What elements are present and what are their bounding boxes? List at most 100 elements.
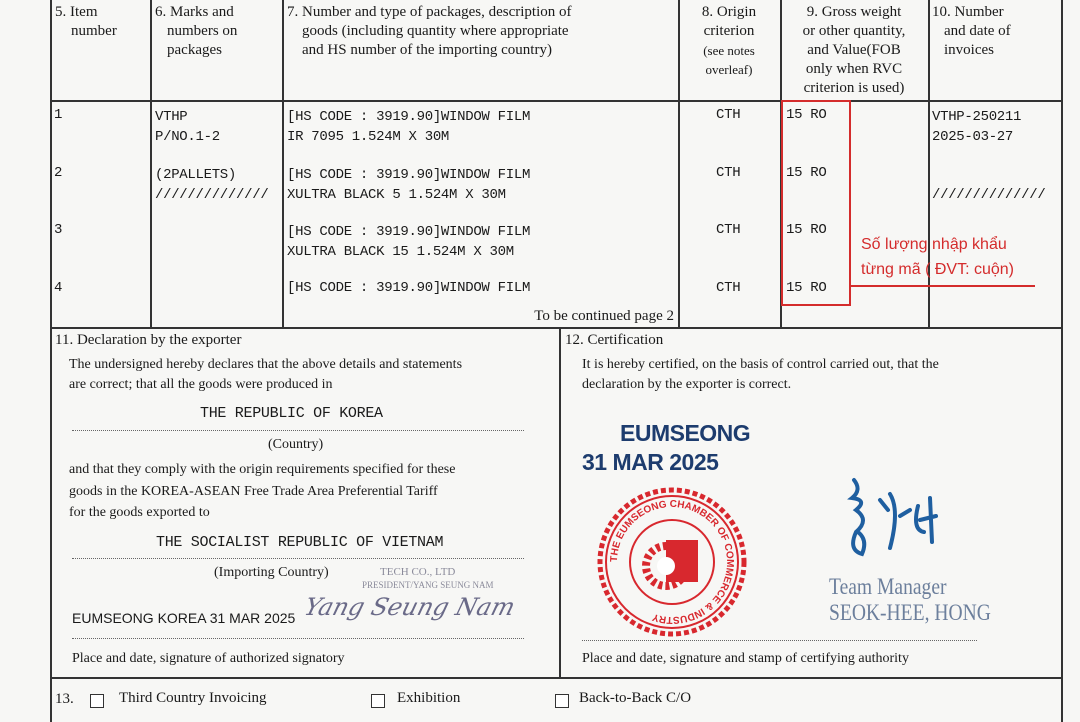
certifier-signature bbox=[847, 478, 938, 557]
third-country-label: Third Country Invoicing bbox=[119, 690, 267, 706]
place-date: EUMSEONG KOREA 31 MAR 2025 bbox=[72, 610, 296, 626]
country-label: (Country) bbox=[268, 437, 324, 452]
invoice-line bbox=[932, 165, 1045, 185]
header-line: numbers on bbox=[167, 23, 238, 39]
certification-text: It is hereby certified, on the basis of … bbox=[582, 355, 939, 395]
header-line: 5. Item bbox=[55, 4, 98, 20]
stamp-date: 31 MAR 2025 bbox=[582, 449, 719, 475]
header-weight: 9. Gross weight or other quantity, and Val… bbox=[784, 3, 924, 98]
divider bbox=[50, 327, 1062, 329]
header-line: packages bbox=[167, 42, 222, 58]
certification-title: 12. Certification bbox=[565, 332, 664, 348]
header-line: (see notes bbox=[703, 43, 755, 58]
marks: (2PALLETS) ////////////// bbox=[155, 165, 269, 205]
item-number: 2 bbox=[54, 165, 63, 181]
text-line: are correct; that all the goods were pro… bbox=[69, 377, 333, 392]
declaration-footer: Place and date, signature of authorized … bbox=[72, 651, 345, 666]
dotted-line bbox=[72, 430, 524, 431]
annotation-underline bbox=[851, 285, 1035, 287]
importing-country-label: (Importing Country) bbox=[214, 565, 329, 580]
header-invoice: 10. Number and date of invoices bbox=[932, 3, 1011, 60]
declaration-text: The undersigned hereby declares that the… bbox=[69, 355, 462, 395]
header-line: 10. Number bbox=[932, 4, 1004, 20]
marks-line: ////////////// bbox=[155, 187, 269, 203]
desc-line: XULTRA BLACK 15 1.524M X 30M bbox=[287, 244, 514, 260]
origin-criterion: CTH bbox=[716, 107, 741, 123]
certification-footer: Place and date, signature and stamp of c… bbox=[582, 651, 909, 666]
annotation-line: Số lượng nhập khẩu bbox=[861, 236, 1007, 253]
third-country-checkbox[interactable] bbox=[90, 694, 104, 708]
divider bbox=[780, 0, 782, 328]
divider bbox=[928, 0, 930, 328]
desc-line: IR 7095 1.524M X 30M bbox=[287, 129, 450, 145]
divider bbox=[50, 100, 1062, 102]
dotted-line bbox=[72, 638, 524, 639]
description: [HS CODE : 3919.90]WINDOW FILM XULTRA BLA… bbox=[287, 222, 530, 262]
annotation-note: Số lượng nhập khẩu từng mã ( ĐVT: cuộn) bbox=[861, 232, 1014, 282]
header-line: and date of bbox=[944, 23, 1011, 39]
item-number: 1 bbox=[54, 107, 63, 123]
origin-criterion: CTH bbox=[716, 165, 741, 181]
header-line: 6. Marks and bbox=[155, 4, 234, 20]
header-origin: 8. Origin criterion (see notes overleaf) bbox=[682, 3, 776, 79]
chamber-seal: THE EUMSEONG CHAMBER OF COMMERCE & INDUS… bbox=[597, 487, 747, 637]
invoice-line: ////////////// bbox=[932, 187, 1046, 203]
desc-line: [HS CODE : 3919.90]WINDOW FILM bbox=[287, 224, 531, 240]
invoice: VTHP-250211 2025-03-27 bbox=[932, 107, 1021, 147]
continued-note: To be continued page 2 bbox=[534, 308, 674, 324]
exporter-signature: Yang Seung Nam bbox=[301, 593, 519, 621]
text-line: goods in the KOREA-ASEAN Free Trade Area… bbox=[69, 483, 438, 499]
border bbox=[1061, 0, 1063, 722]
item-number: 3 bbox=[54, 222, 63, 238]
signer-block: Team Manager SEOK-HEE, HONG bbox=[829, 574, 991, 626]
origin-criterion: CTH bbox=[716, 222, 741, 238]
border bbox=[50, 0, 52, 722]
invoice-line: VTHP-250211 bbox=[932, 109, 1022, 125]
divider bbox=[678, 0, 680, 328]
description: [HS CODE : 3919.90]WINDOW FILM IR 7095 1.… bbox=[287, 107, 530, 147]
description: [HS CODE : 3919.90]WINDOW FILM bbox=[287, 280, 531, 296]
signer-title: Team Manager bbox=[829, 574, 947, 599]
header-line: 9. Gross weight bbox=[806, 4, 902, 20]
invoice: ////////////// bbox=[932, 165, 1046, 205]
exhibition-checkbox[interactable] bbox=[371, 694, 385, 708]
declaration-title: 11. Declaration by the exporter bbox=[55, 332, 242, 348]
divider bbox=[282, 0, 284, 328]
quantity: 15 RO bbox=[786, 280, 827, 296]
header-line: criterion bbox=[703, 23, 755, 39]
desc-line: [HS CODE : 3919.90]WINDOW FILM bbox=[287, 109, 531, 125]
text-line: and that they comply with the origin req… bbox=[69, 462, 456, 477]
divider bbox=[50, 677, 1062, 679]
text-line: It is hereby certified, on the basis of … bbox=[582, 357, 939, 372]
text-line: for the goods exported to bbox=[69, 505, 210, 520]
header-item: 5. Item number bbox=[55, 3, 117, 41]
marks-line: VTHP bbox=[155, 109, 188, 125]
header-line: or other quantity, bbox=[802, 23, 906, 39]
header-description: 7. Number and type of packages, descript… bbox=[287, 3, 572, 60]
marks-line: (2PALLETS) bbox=[155, 167, 237, 183]
quantity: 15 RO bbox=[786, 222, 827, 238]
box13-label: 13. bbox=[55, 691, 74, 707]
signer-name: SEOK-HEE, HONG bbox=[829, 600, 991, 625]
invoice-line: 2025-03-27 bbox=[932, 129, 1014, 145]
origin-criterion: CTH bbox=[716, 280, 741, 296]
declaration-text: and that they comply with the origin req… bbox=[69, 459, 455, 524]
header-line: invoices bbox=[944, 42, 994, 58]
header-line: and HS number of the importing country) bbox=[302, 42, 552, 58]
header-line: and Value(FOB bbox=[807, 42, 901, 58]
stamp-line: PRESIDENT/YANG SEUNG NAM bbox=[362, 580, 494, 590]
desc-line: XULTRA BLACK 5 1.524M X 30M bbox=[287, 187, 506, 203]
highlight-box bbox=[781, 100, 851, 306]
importing-country: THE SOCIALIST REPUBLIC OF VIETNAM bbox=[156, 534, 444, 551]
text-line: declaration by the exporter is correct. bbox=[582, 377, 792, 392]
annotation-line: từng mã ( ĐVT: cuộn) bbox=[861, 261, 1014, 278]
header-line: criterion is used) bbox=[803, 80, 905, 96]
dotted-line bbox=[582, 640, 977, 641]
quantity: 15 RO bbox=[786, 165, 827, 181]
back-to-back-checkbox[interactable] bbox=[555, 694, 569, 708]
divider bbox=[150, 0, 152, 328]
item-number: 4 bbox=[54, 280, 63, 296]
header-line: only when RVC bbox=[805, 61, 903, 77]
header-line: 7. Number and type of packages, descript… bbox=[287, 4, 572, 20]
quantity: 15 RO bbox=[786, 107, 827, 123]
